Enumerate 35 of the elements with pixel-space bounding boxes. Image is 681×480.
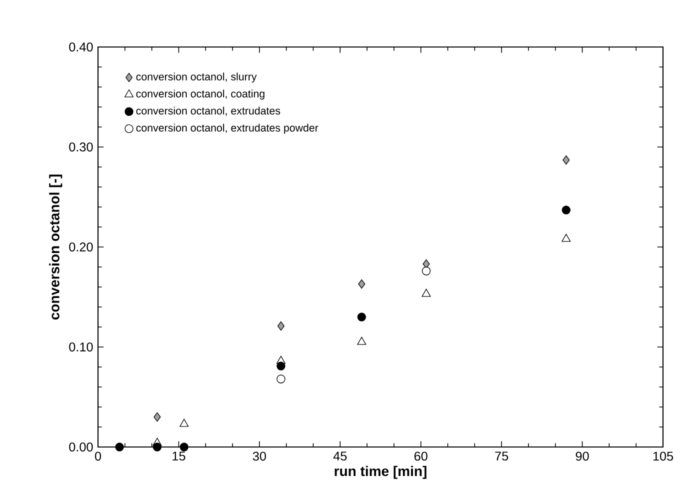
x-tick-label: 45 <box>333 452 347 461</box>
x-tick-label: 90 <box>576 452 589 461</box>
point <box>180 418 189 427</box>
point <box>422 288 431 297</box>
point <box>276 374 286 384</box>
legend-label: conversion octanol, extrudates <box>136 106 280 116</box>
x-tick-label: 105 <box>653 452 674 461</box>
y-axis-title: conversion octanol [-] <box>49 174 62 320</box>
point <box>562 234 571 242</box>
point <box>154 412 161 422</box>
point <box>422 266 431 276</box>
y-tick-label: 0.20 <box>69 242 93 252</box>
point <box>115 442 124 452</box>
x-tick-label: 15 <box>172 452 186 461</box>
y-tick-label: 0.10 <box>69 342 93 352</box>
legend-label: conversion octanol, slurry <box>136 72 257 83</box>
legend-label: conversion octanol, coating <box>136 90 264 100</box>
point <box>276 362 286 370</box>
y-tick-label: 0.40 <box>69 42 93 52</box>
x-tick-label: 75 <box>495 452 508 461</box>
point <box>277 321 284 331</box>
point <box>562 155 570 165</box>
point <box>357 312 366 322</box>
point <box>180 442 188 452</box>
point <box>562 206 570 214</box>
x-tick-label: 60 <box>414 452 428 461</box>
y-tick-label: 0.00 <box>69 442 93 452</box>
point <box>152 442 162 452</box>
x-axis-title: run time [min] <box>334 466 426 479</box>
y-tick-label: 0.30 <box>69 142 93 152</box>
point <box>357 336 366 345</box>
x-tick-label: 0 <box>94 452 102 461</box>
x-tick-label: 30 <box>252 452 266 461</box>
point <box>358 279 366 289</box>
legend-label: conversion octanol, extrudates powder <box>136 124 318 134</box>
